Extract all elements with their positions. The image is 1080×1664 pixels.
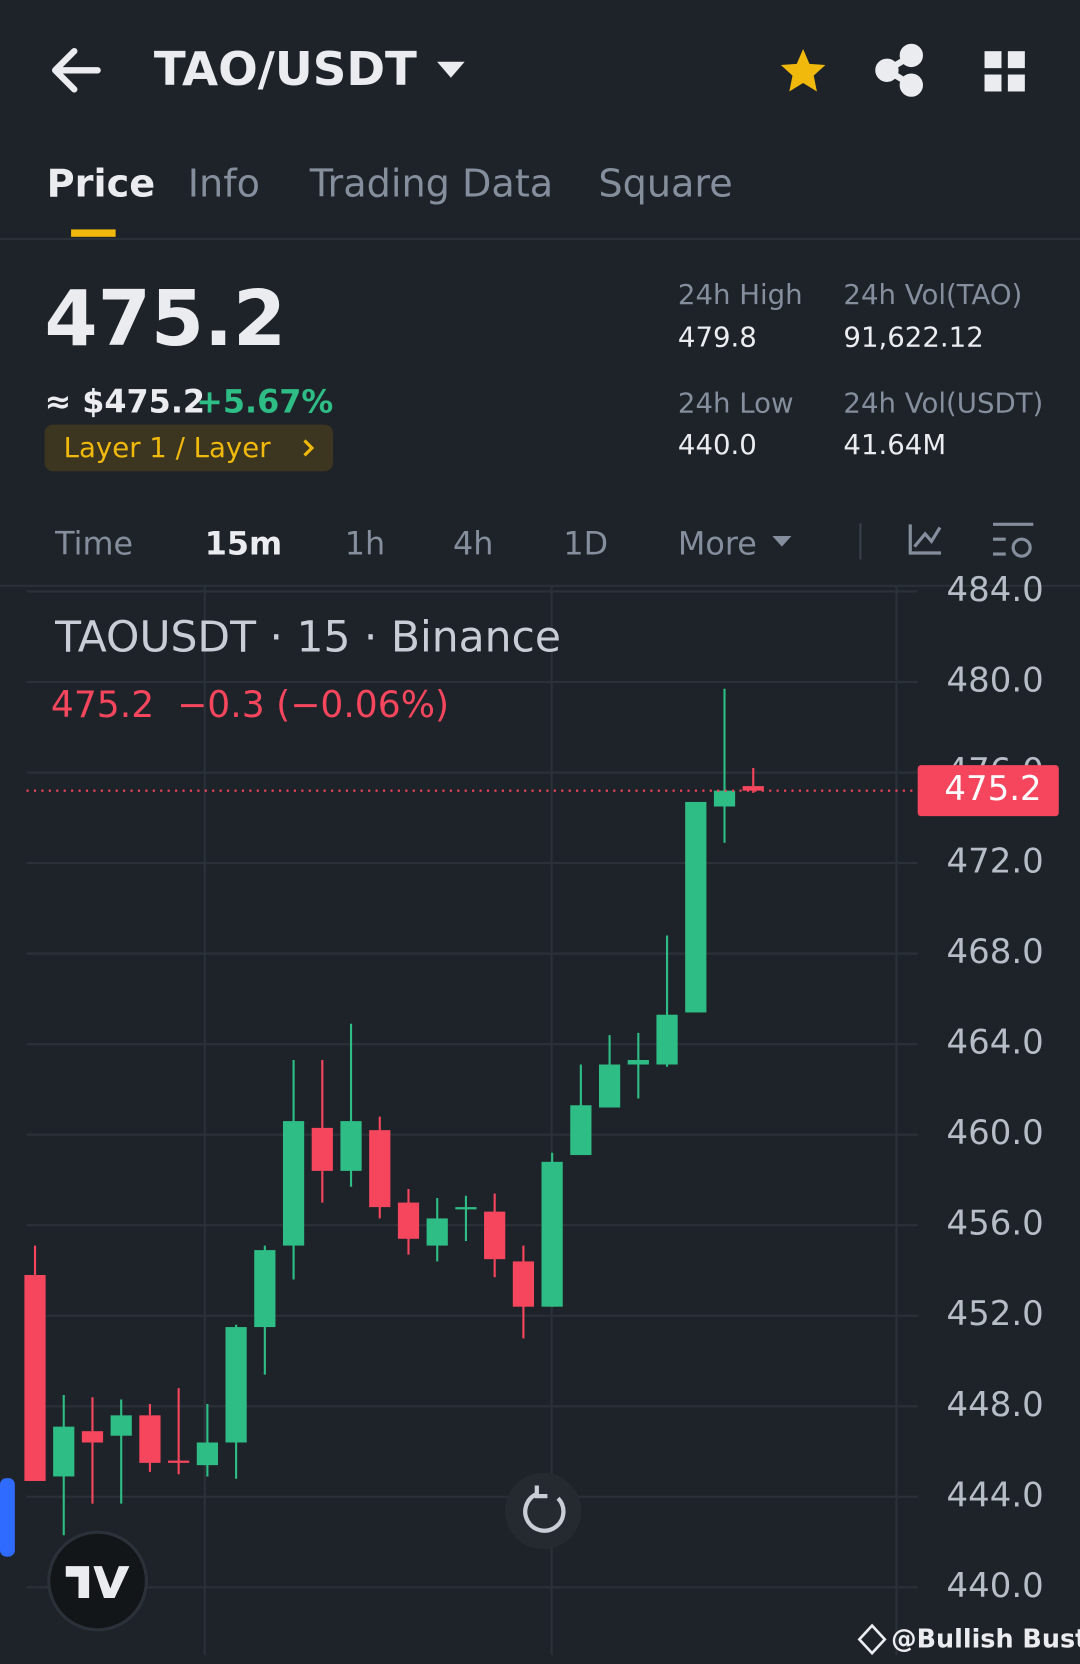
interval[interactable]: 1h: [345, 525, 385, 563]
tradingview-mark: [65, 1566, 130, 1598]
tradingview-logo[interactable]: [47, 1530, 148, 1632]
tab[interactable]: Trading Data: [309, 162, 553, 206]
share-button[interactable]: [875, 43, 923, 97]
more-caret: [772, 536, 792, 547]
y-tick-label: 444.0: [947, 1475, 1044, 1515]
pair-title[interactable]: TAO/USDT: [154, 43, 417, 97]
interval[interactable]: 1D: [563, 525, 608, 563]
candle-body: [397, 1202, 420, 1239]
candle-body: [340, 1121, 362, 1171]
candle-body: [570, 1105, 592, 1156]
y-tick-label: 440.0: [947, 1566, 1044, 1606]
candle-body: [685, 801, 707, 1013]
candle-body: [484, 1211, 506, 1260]
tab-indicator: [71, 229, 116, 237]
candle-body: [742, 786, 764, 791]
sector-tag[interactable]: Layer 1 / Layer: [64, 431, 272, 464]
chart-title: TAOUSDT · 15 · Binance: [54, 613, 561, 662]
watermark-icon: [857, 1623, 887, 1656]
candle-body: [254, 1250, 276, 1328]
candle-body: [81, 1431, 104, 1443]
last-price-tag-bg: [917, 765, 1059, 817]
reset-button[interactable]: [504, 1472, 582, 1550]
stat-label: 24h Vol(TAO): [843, 278, 1022, 311]
favorite-star[interactable]: [780, 49, 826, 92]
stat-value: 41.64M: [843, 428, 946, 461]
stat-value: 91,622.12: [843, 321, 983, 354]
candle-body: [656, 1014, 678, 1065]
candle-body: [53, 1426, 75, 1477]
interval[interactable]: 15m: [205, 525, 282, 563]
stat-label: 24h Vol(USDT): [843, 386, 1043, 419]
back-button[interactable]: [51, 47, 101, 93]
y-tick-label: 472.0: [947, 842, 1044, 882]
candle-body: [110, 1415, 132, 1436]
y-tick-label: 480.0: [947, 660, 1044, 700]
interval[interactable]: 4h: [453, 525, 493, 563]
chart-subtitle: 475.2 −0.3 (−0.06%): [51, 684, 449, 726]
settings-icon[interactable]: [993, 522, 1034, 558]
stat-label: 24h Low: [678, 386, 794, 419]
candle-body: [282, 1121, 305, 1246]
candle-body: [627, 1059, 649, 1065]
y-tick-label: 484.0: [947, 570, 1044, 610]
last-price-tag: 475.2: [944, 769, 1041, 809]
tab[interactable]: Price: [47, 162, 155, 206]
tag-chevron: [303, 439, 315, 457]
candle-body: [311, 1127, 333, 1171]
indicator-icon[interactable]: [908, 524, 942, 555]
stat-value: 440.0: [678, 428, 757, 461]
last-price: 475.2: [45, 275, 287, 364]
candle-body: [369, 1130, 391, 1208]
sector-tag-bg[interactable]: [44, 424, 334, 472]
y-tick-label: 456.0: [947, 1204, 1044, 1244]
chart: 484.0480.0476.0472.0468.0464.0460.0456.0…: [24, 570, 1059, 1656]
interval[interactable]: More: [678, 525, 757, 563]
candle-body: [512, 1261, 535, 1307]
reset-icon: [523, 1485, 566, 1533]
stat-label: 24h High: [678, 278, 803, 311]
candle-body: [426, 1218, 448, 1246]
candle-body: [598, 1064, 621, 1108]
price-change: +5.67%: [196, 382, 333, 420]
watermark: @Bullish Buster: [891, 1624, 1080, 1654]
menu-grid[interactable]: [984, 51, 1025, 92]
pair-caret[interactable]: [437, 61, 465, 78]
interval[interactable]: Time: [54, 525, 133, 563]
candle-body: [196, 1442, 218, 1466]
stat-value: 479.8: [678, 321, 757, 354]
candle-body: [139, 1415, 161, 1463]
candle-body: [225, 1327, 247, 1443]
side-handle[interactable]: [0, 1478, 15, 1557]
candle-body: [455, 1207, 477, 1210]
usd-price: ≈ $475.2: [45, 382, 206, 420]
candle-body: [713, 790, 736, 807]
candle-body: [24, 1275, 46, 1481]
y-tick-label: 460.0: [947, 1113, 1044, 1153]
y-tick-label: 464.0: [947, 1023, 1044, 1063]
tab[interactable]: Square: [598, 162, 732, 206]
y-tick-label: 448.0: [947, 1385, 1044, 1425]
candle-body: [168, 1460, 190, 1463]
y-tick-label: 468.0: [947, 932, 1044, 972]
y-tick-label: 452.0: [947, 1294, 1044, 1334]
candle-body: [541, 1161, 563, 1307]
tab[interactable]: Info: [188, 162, 260, 206]
